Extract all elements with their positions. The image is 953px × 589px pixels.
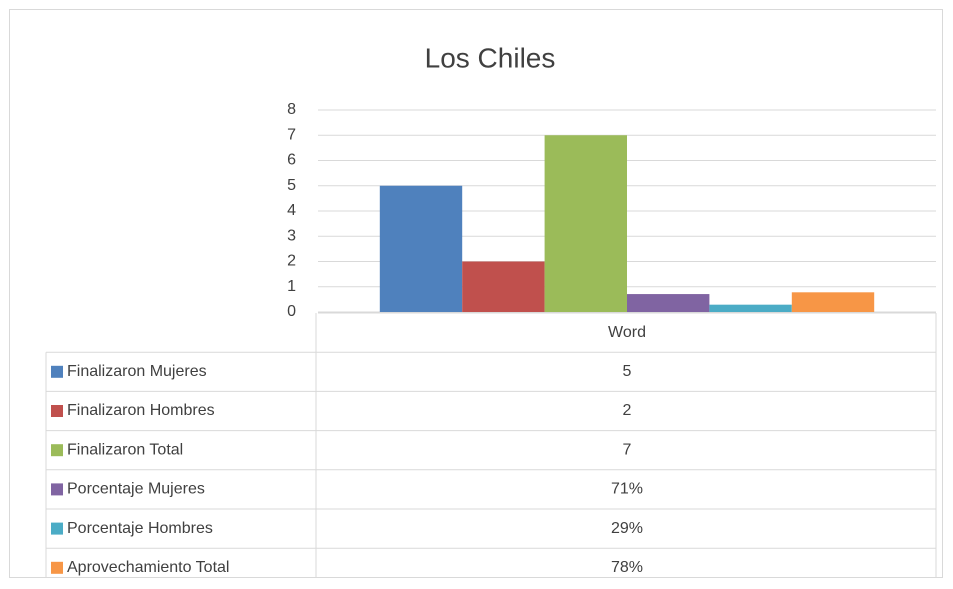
legend-label: Porcentaje Mujeres [67, 481, 205, 498]
y-tick-label: 7 [287, 126, 296, 143]
y-tick-label: 1 [287, 278, 296, 295]
y-tick-label: 4 [287, 202, 296, 219]
y-tick-label: 5 [287, 177, 296, 194]
legend-key [51, 561, 63, 574]
legend-key [51, 405, 63, 417]
legend-key [51, 444, 63, 457]
legend-label: Porcentaje Hombres [67, 520, 213, 537]
x-tick-label: Word [608, 324, 646, 341]
y-tick-label: 2 [287, 253, 296, 270]
table-value: 5 [623, 363, 632, 380]
legend-label: Finalizaron Total [67, 441, 183, 458]
table-value: 7 [623, 441, 632, 458]
legend-key [51, 365, 63, 378]
legend-label: Finalizaron Mujeres [67, 363, 207, 380]
table-value: 71% [611, 481, 643, 498]
y-tick-label: 3 [287, 227, 296, 244]
table-value: 29% [611, 520, 643, 537]
table-value: 78% [611, 559, 643, 576]
legend-label: Aprovechamiento Total [67, 559, 229, 576]
bar [544, 135, 627, 312]
bar [627, 294, 710, 312]
legend-key [51, 483, 63, 496]
y-tick-label: 6 [287, 152, 296, 169]
chart-title: Los Chiles [425, 42, 556, 73]
bar [462, 261, 545, 312]
legend-label: Finalizaron Hombres [67, 402, 215, 419]
y-tick-label: 0 [287, 303, 296, 320]
y-tick-label: 8 [287, 101, 296, 118]
legend-key [51, 522, 63, 535]
bar [709, 304, 792, 312]
table-value: 2 [623, 402, 632, 419]
bar [791, 292, 875, 312]
bar [379, 185, 463, 312]
